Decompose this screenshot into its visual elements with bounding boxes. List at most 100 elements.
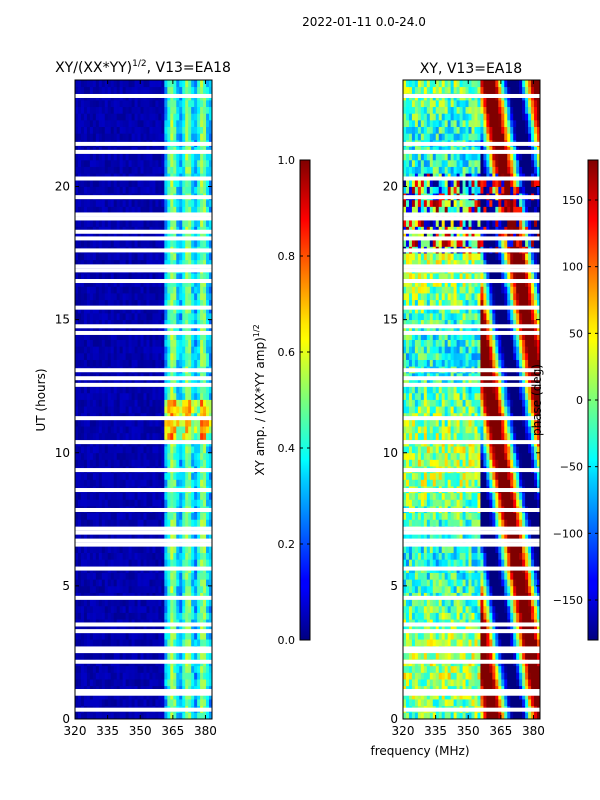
heatmap-cell bbox=[75, 239, 79, 247]
heatmap-cell bbox=[95, 119, 100, 127]
heatmap-cell bbox=[161, 80, 165, 88]
heatmap-cell bbox=[113, 692, 118, 700]
heatmap-cell bbox=[405, 652, 410, 660]
flag-gap bbox=[75, 707, 212, 712]
heatmap-cell bbox=[155, 585, 159, 593]
heatmap-cell bbox=[525, 672, 529, 680]
heatmap-cell bbox=[176, 652, 180, 660]
heatmap-cell bbox=[80, 432, 85, 440]
flag-gap bbox=[75, 542, 212, 547]
heatmap-cell bbox=[83, 386, 88, 394]
heatmap-cell bbox=[510, 699, 514, 707]
heatmap-cell bbox=[131, 479, 135, 487]
heatmap-cell bbox=[101, 346, 106, 354]
heatmap-cell bbox=[128, 113, 132, 121]
heatmap-cell bbox=[194, 133, 198, 141]
heatmap-cell bbox=[77, 326, 82, 334]
heatmap-cell bbox=[155, 259, 159, 267]
heatmap-cell bbox=[110, 332, 115, 340]
heatmap-cell bbox=[167, 286, 171, 294]
heatmap-cell bbox=[471, 699, 475, 707]
heatmap-cell bbox=[197, 286, 201, 294]
heatmap-cell bbox=[128, 286, 132, 294]
heatmap-cell bbox=[158, 99, 162, 108]
heatmap-cell bbox=[405, 692, 410, 700]
heatmap-cell bbox=[182, 206, 186, 214]
heatmap-cell bbox=[119, 499, 124, 507]
heatmap-cell bbox=[206, 339, 210, 347]
heatmap-cell bbox=[209, 452, 213, 460]
heatmap-cell bbox=[107, 326, 112, 334]
heatmap-cell bbox=[155, 113, 159, 121]
flag-gap bbox=[75, 330, 212, 335]
heatmap-cell bbox=[185, 159, 189, 167]
heatmap-cell bbox=[152, 585, 156, 593]
heatmap-cell bbox=[149, 253, 153, 261]
heatmap-cell bbox=[164, 319, 168, 327]
heatmap-cell bbox=[113, 352, 118, 360]
heatmap-cell bbox=[164, 572, 168, 580]
heatmap-cell bbox=[152, 159, 156, 167]
heatmap-cell bbox=[80, 293, 85, 301]
heatmap-cell bbox=[489, 692, 493, 700]
heatmap-cell bbox=[170, 699, 174, 707]
heatmap-cell bbox=[465, 679, 469, 687]
heatmap-cell bbox=[170, 479, 174, 487]
heatmap-cell bbox=[191, 166, 195, 174]
heatmap-cell bbox=[125, 585, 130, 593]
heatmap-cell bbox=[194, 126, 198, 134]
heatmap-cell bbox=[146, 206, 150, 214]
heatmap-cell bbox=[113, 166, 118, 174]
heatmap-cell bbox=[167, 306, 171, 314]
heatmap-cell bbox=[152, 672, 156, 680]
heatmap-cell bbox=[209, 532, 213, 540]
heatmap-cell bbox=[89, 259, 94, 267]
heatmap-cell bbox=[125, 432, 130, 440]
heatmap-cell bbox=[98, 452, 103, 460]
heatmap-cell bbox=[191, 206, 195, 214]
heatmap-cell bbox=[95, 519, 100, 527]
heatmap-cell bbox=[191, 552, 195, 560]
heatmap-cell bbox=[110, 133, 115, 141]
heatmap-cell bbox=[119, 492, 124, 500]
heatmap-cell bbox=[209, 293, 213, 301]
heatmap-cell bbox=[104, 126, 109, 134]
heatmap-cell bbox=[209, 126, 213, 134]
heatmap-cell bbox=[125, 286, 130, 294]
heatmap-cell bbox=[125, 206, 130, 214]
heatmap-cell bbox=[179, 339, 183, 347]
heatmap-cell bbox=[125, 406, 130, 414]
heatmap-cell bbox=[119, 426, 124, 434]
heatmap-cell bbox=[128, 612, 132, 620]
heatmap-cell bbox=[86, 279, 91, 287]
heatmap-cell bbox=[83, 579, 88, 587]
heatmap-cell bbox=[125, 545, 130, 553]
heatmap-cell bbox=[77, 559, 82, 567]
heatmap-cell bbox=[119, 286, 124, 294]
heatmap-cell bbox=[203, 472, 207, 480]
heatmap-cell bbox=[137, 119, 141, 127]
heatmap-cell bbox=[179, 273, 183, 281]
heatmap-cell bbox=[152, 579, 156, 587]
heatmap-cell bbox=[140, 552, 144, 560]
heatmap-cell bbox=[143, 472, 147, 480]
heatmap-cell bbox=[98, 339, 103, 347]
heatmap-cell bbox=[98, 312, 103, 321]
heatmap-cell bbox=[98, 306, 103, 314]
heatmap-cell bbox=[137, 639, 141, 647]
heatmap-cell bbox=[164, 386, 168, 394]
heatmap-cell bbox=[191, 699, 195, 707]
heatmap-cell bbox=[191, 672, 195, 680]
heatmap-cell bbox=[134, 126, 138, 134]
heatmap-cell bbox=[110, 432, 115, 440]
heatmap-cell bbox=[525, 699, 529, 707]
heatmap-cell bbox=[164, 499, 168, 507]
heatmap-cell bbox=[170, 113, 174, 121]
heatmap-cell bbox=[203, 459, 207, 467]
heatmap-cell bbox=[507, 652, 511, 660]
heatmap-cell bbox=[194, 712, 198, 720]
heatmap-cell bbox=[128, 253, 132, 261]
heatmap-cell bbox=[498, 652, 502, 660]
y-tick-label: 0 bbox=[62, 712, 70, 726]
heatmap-cell bbox=[101, 119, 106, 127]
